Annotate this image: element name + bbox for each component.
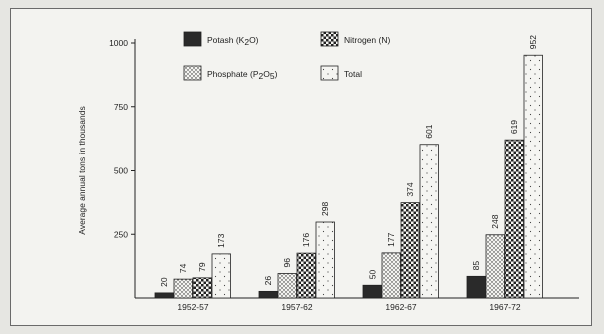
bar xyxy=(296,252,316,299)
legend-swatch xyxy=(183,65,202,81)
data-label: 177 xyxy=(386,232,396,246)
data-label: 96 xyxy=(282,258,292,268)
bar xyxy=(419,144,439,299)
data-label: 619 xyxy=(509,120,519,134)
bar xyxy=(211,253,231,299)
data-label: 85 xyxy=(471,261,481,271)
legend-label: Potash (K2O) xyxy=(207,35,259,47)
bar xyxy=(258,290,278,299)
bar xyxy=(523,54,543,299)
x-tick-label: 1952-57 xyxy=(177,302,208,312)
y-tick-label: 1000 xyxy=(109,38,128,48)
bar xyxy=(485,234,505,299)
data-label: 50 xyxy=(367,270,377,280)
data-label: 601 xyxy=(424,124,434,138)
x-tick-label: 1967-72 xyxy=(489,302,520,312)
legend: Potash (K2O) Phosphate (P2O5) Nitrogen (N)… xyxy=(183,31,390,81)
data-label: 26 xyxy=(263,276,273,286)
x-tick-label: 1957-62 xyxy=(281,302,312,312)
bars: 20 74 79 173 1952-57 26 96 176 298 1957-62 50 177 37… xyxy=(154,35,543,312)
data-label: 74 xyxy=(178,263,188,273)
y-tick-label: 250 xyxy=(114,229,128,239)
legend-label: Phosphate (P2O5) xyxy=(207,69,278,81)
y-axis-label: Average annual tons in thousands xyxy=(77,106,87,234)
bar xyxy=(504,139,524,299)
bar xyxy=(315,221,335,299)
grouped-bar-chart: 250 500 750 1000 Average annual tons in tho… xyxy=(77,31,579,312)
y-axis-label-group: Average annual tons in thousands xyxy=(77,106,87,234)
x-tick-label: 1962-67 xyxy=(385,302,416,312)
bar xyxy=(362,284,382,299)
chart-frame: 250 500 750 1000 Average annual tons in tho… xyxy=(10,8,592,326)
legend-swatch xyxy=(320,31,339,47)
data-label: 298 xyxy=(320,202,330,216)
data-label: 20 xyxy=(159,277,169,287)
bar xyxy=(173,278,193,299)
legend-swatch xyxy=(183,31,202,47)
y-tick-label: 500 xyxy=(114,166,128,176)
bar xyxy=(154,292,174,299)
bar xyxy=(277,273,297,299)
y-tick-label: 750 xyxy=(114,102,128,112)
data-label: 374 xyxy=(405,182,415,196)
data-label: 173 xyxy=(216,233,226,247)
data-label: 952 xyxy=(528,35,538,49)
bar xyxy=(381,252,401,299)
bar xyxy=(192,277,212,299)
legend-label: Nitrogen (N) xyxy=(344,35,390,45)
legend-swatch xyxy=(320,65,339,81)
bar xyxy=(466,275,486,299)
data-label: 79 xyxy=(197,262,207,272)
bar xyxy=(400,202,420,299)
data-label: 248 xyxy=(490,214,500,228)
data-label: 176 xyxy=(301,233,311,247)
legend-label: Total xyxy=(344,69,362,79)
